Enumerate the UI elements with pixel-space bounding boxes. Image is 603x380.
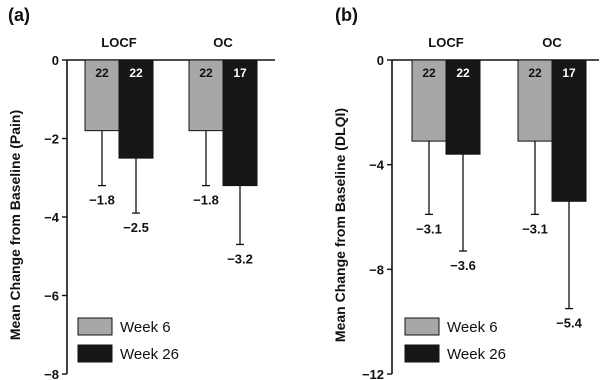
legend-swatch	[404, 317, 440, 336]
y-tick-label: −4	[369, 158, 385, 173]
value-label: −1.8	[89, 193, 115, 208]
legend-label: Week 6	[447, 319, 498, 336]
y-tick-label: −4	[44, 210, 60, 225]
bar-n-label: 17	[562, 66, 576, 80]
y-axis-title: Mean Change from Baseline (DLQI)	[332, 108, 348, 342]
panel-label: (b)	[335, 5, 358, 25]
chart-svg-b: Mean Change from Baseline (DLQI) 0 −4 −8 −12…	[332, 35, 599, 380]
legend-swatch	[77, 344, 113, 363]
chart-panel-a: (a) Mean Change from Baseline (Pain) 0 −2 −…	[0, 0, 301, 380]
chart-panel-b: (b) Mean Change from Baseline (DLQI) 0 −4 −…	[301, 0, 603, 380]
y-tick-label: −8	[44, 367, 59, 380]
y-tick-label: −2	[44, 132, 59, 147]
y-tick-label: 0	[377, 53, 384, 68]
bar-n-label: 22	[95, 66, 109, 80]
bar-n-label: 22	[129, 66, 143, 80]
value-label: −2.5	[123, 220, 149, 235]
y-axis-title: Mean Change from Baseline (Pain)	[7, 110, 23, 340]
legend-label: Week 26	[447, 346, 506, 363]
value-label: −1.8	[193, 193, 219, 208]
value-label: −3.1	[522, 221, 548, 236]
value-label: −3.6	[450, 258, 476, 273]
group-label: OC	[542, 35, 562, 50]
group-label: OC	[213, 35, 233, 50]
bar	[445, 59, 481, 155]
bar	[188, 59, 224, 132]
y-tick-label: −12	[362, 367, 384, 380]
y-tick-label: −8	[369, 262, 384, 277]
bar-n-label: 22	[456, 66, 470, 80]
bar	[118, 59, 154, 159]
legend-swatch	[77, 317, 113, 336]
legend-swatch	[404, 344, 440, 363]
y-tick-label: 0	[52, 53, 59, 68]
bar	[551, 59, 587, 202]
bar-n-label: 22	[528, 66, 542, 80]
legend-label: Week 6	[120, 319, 171, 336]
bar	[84, 59, 120, 132]
chart-svg-a: Mean Change from Baseline (Pain) 0 −2 −4 −6 −…	[7, 35, 275, 380]
bar	[222, 59, 258, 187]
bar-n-label: 17	[233, 66, 247, 80]
group-label: LOCF	[101, 35, 136, 50]
bar-n-label: 22	[199, 66, 213, 80]
legend-label: Week 26	[120, 346, 179, 363]
value-label: −3.2	[227, 251, 253, 266]
value-label: −5.4	[556, 316, 582, 331]
group-label: LOCF	[428, 35, 463, 50]
panel-label: (a)	[8, 5, 30, 25]
y-tick-label: −6	[44, 289, 59, 304]
bar-n-label: 22	[422, 66, 436, 80]
value-label: −3.1	[416, 221, 442, 236]
